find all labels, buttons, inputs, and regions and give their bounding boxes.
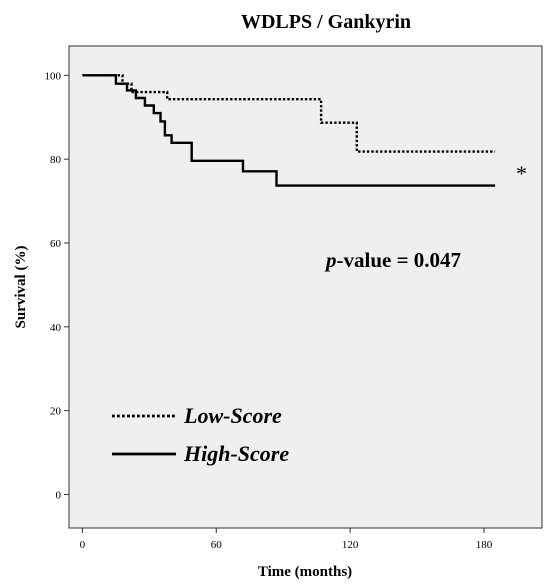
p-value-text: -value = 0.047: [337, 248, 462, 272]
p-value-annotation: p-value = 0.047: [324, 248, 461, 272]
legend: Low-Score High-Score: [112, 403, 289, 466]
y-tick-label: 60: [50, 238, 62, 250]
x-tick-label: 180: [476, 539, 493, 551]
p-value-letter: p: [324, 248, 337, 272]
plot-area: [68, 45, 543, 529]
chart-title: WDLPS / Gankyrin: [241, 11, 411, 33]
y-tick-label: 40: [50, 322, 62, 334]
y-tick-label: 0: [56, 489, 62, 501]
x-tick-label: 0: [80, 539, 86, 551]
y-tick-label: 100: [45, 70, 62, 82]
legend-label-high-score: High-Score: [183, 441, 289, 466]
y-tick-label: 20: [50, 406, 62, 418]
x-tick-label: 60: [211, 539, 223, 551]
x-axis: 0 60 120 180: [80, 528, 493, 551]
x-axis-label: Time (months): [258, 564, 352, 580]
x-tick-label: 120: [342, 539, 359, 551]
series-line-high-score: [82, 74, 496, 187]
legend-label-low-score: Low-Score: [183, 403, 282, 428]
series-layer: [82, 74, 496, 187]
y-axis-label: Survival (%): [13, 246, 29, 329]
significance-star: *: [516, 161, 527, 186]
y-axis: 0 20 40 60 80 100: [45, 70, 69, 501]
y-tick-label: 80: [50, 154, 62, 166]
